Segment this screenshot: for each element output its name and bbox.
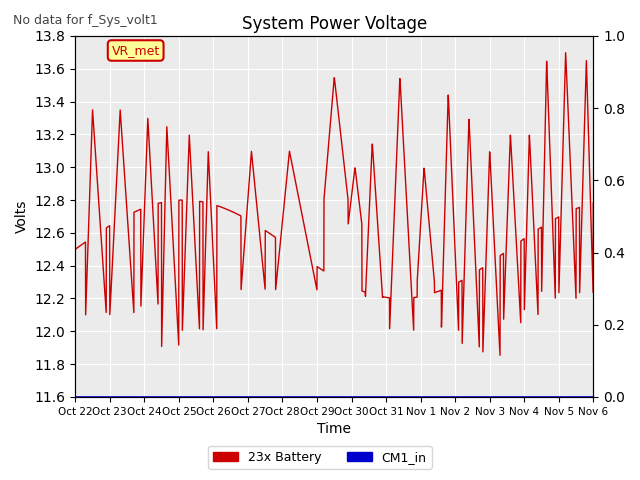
Text: VR_met: VR_met <box>111 44 160 57</box>
Text: No data for f_Sys_volt1: No data for f_Sys_volt1 <box>13 14 157 27</box>
X-axis label: Time: Time <box>317 422 351 436</box>
Legend: 23x Battery, CM1_in: 23x Battery, CM1_in <box>208 446 432 469</box>
Title: System Power Voltage: System Power Voltage <box>242 15 427 33</box>
Y-axis label: Volts: Volts <box>15 200 29 233</box>
